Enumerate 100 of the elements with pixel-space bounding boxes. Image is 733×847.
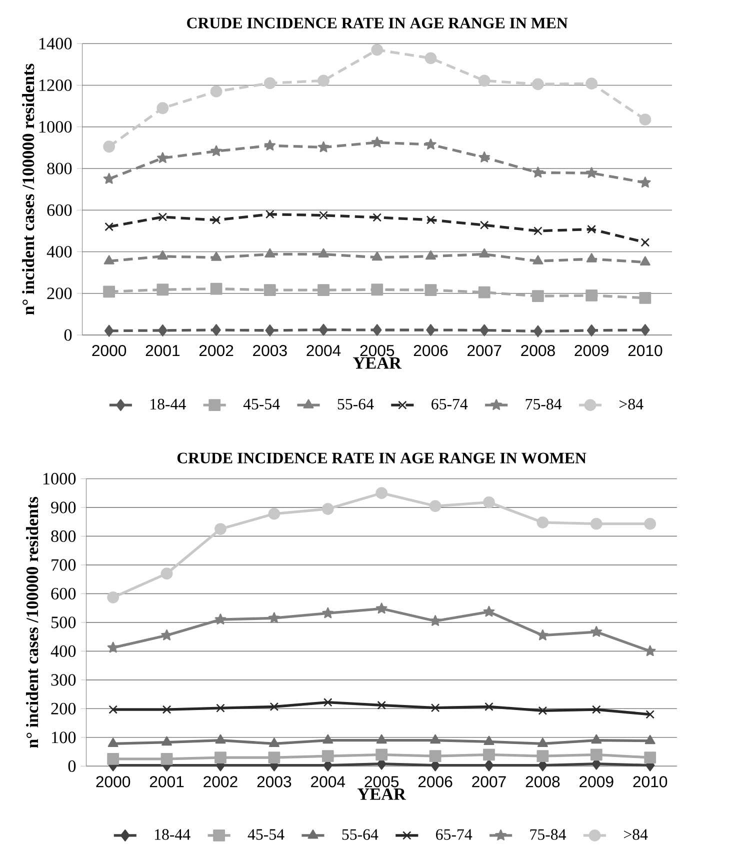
x-tick-label: 2002	[203, 776, 238, 788]
point	[264, 140, 276, 151]
y-axis-title: n° incident cases /100000 residents	[22, 64, 34, 315]
point	[322, 607, 334, 618]
point	[210, 145, 222, 156]
x-tick-label: 2001	[146, 344, 180, 356]
x-tick-label: 2008	[526, 776, 560, 788]
point	[268, 508, 280, 520]
x-tick-label: 2006	[414, 344, 448, 356]
x-tick-label: 2007	[467, 344, 501, 356]
y-tick-label: 100	[52, 732, 76, 744]
point	[161, 736, 172, 746]
y-tick-label: 600	[51, 588, 76, 600]
point	[214, 523, 226, 535]
point	[586, 224, 596, 234]
legend-label: >84	[624, 829, 648, 840]
point	[104, 255, 114, 264]
y-tick-label: 1000	[43, 472, 76, 485]
legend-label: 75-84	[530, 829, 566, 840]
y-tick-label: 0	[64, 329, 72, 341]
point	[586, 324, 596, 336]
point	[317, 74, 330, 87]
point	[644, 734, 656, 744]
x-tick-label: 2008	[520, 344, 555, 356]
legend-label: 45-54	[243, 398, 280, 410]
x-tick-label: 2010	[628, 344, 662, 356]
y-axis-title: n° incident cases /100000 residents	[26, 496, 38, 748]
point	[430, 734, 440, 744]
point	[430, 703, 440, 712]
point	[484, 736, 494, 746]
point	[158, 212, 167, 222]
point	[536, 629, 548, 640]
legend-label: 55-64	[338, 398, 374, 410]
point	[264, 284, 276, 296]
point	[376, 734, 387, 744]
point	[264, 77, 276, 90]
point	[160, 568, 173, 580]
x-tick-label: 2004	[310, 776, 345, 788]
chart-title: CRUDE INCIDENCE RATE IN AGE RANGE IN MEN	[186, 18, 568, 28]
y-tick-label: 400	[46, 246, 72, 258]
point	[104, 324, 114, 337]
point	[214, 614, 226, 624]
point	[585, 78, 598, 90]
point	[268, 612, 280, 624]
y-tick-label: 800	[46, 162, 72, 174]
point	[157, 250, 168, 260]
y-tick-label: 1200	[39, 79, 72, 92]
point	[210, 282, 222, 295]
legend-label: >84	[619, 398, 644, 410]
point	[590, 734, 602, 744]
point	[108, 738, 118, 748]
y-tick-label: 400	[50, 645, 76, 657]
y-tick-label: 300	[51, 674, 76, 686]
point	[484, 702, 494, 712]
point	[483, 606, 494, 617]
point	[158, 324, 168, 336]
y-tick-label: 500	[51, 616, 76, 628]
point	[371, 136, 383, 148]
point	[210, 86, 222, 98]
point	[639, 176, 651, 188]
point	[478, 248, 490, 258]
point	[214, 752, 226, 764]
x-tick-label: 2005	[364, 776, 398, 788]
point	[429, 750, 442, 762]
legend-label: 75-84	[526, 398, 562, 410]
point	[592, 705, 601, 714]
point	[216, 704, 225, 712]
point	[375, 748, 388, 761]
point	[645, 710, 654, 719]
point	[536, 750, 548, 762]
point	[640, 238, 650, 247]
x-tick-label: 2007	[472, 776, 506, 788]
x-axis-title: YEAR	[352, 357, 402, 369]
point	[536, 516, 548, 528]
point	[268, 738, 280, 748]
point	[318, 248, 329, 258]
point	[372, 251, 382, 261]
y-tick-label: 800	[50, 530, 76, 542]
x-tick-label: 2002	[199, 344, 233, 356]
y-tick-label: 900	[50, 502, 76, 514]
point	[538, 706, 547, 716]
point	[318, 141, 329, 152]
point	[532, 255, 543, 264]
point	[639, 292, 651, 304]
legend-label: 18-44	[150, 398, 186, 410]
point	[429, 500, 442, 512]
point	[480, 324, 489, 336]
point	[585, 290, 598, 302]
point	[211, 324, 221, 336]
point	[426, 216, 435, 224]
point	[533, 226, 542, 236]
point	[482, 496, 495, 508]
point	[323, 698, 332, 707]
point	[317, 284, 330, 296]
y-tick-label: 200	[47, 288, 72, 300]
point	[370, 284, 383, 296]
point	[376, 700, 386, 710]
point	[644, 752, 656, 764]
y-tick-label: 1000	[39, 121, 72, 133]
y-tick-label: 200	[51, 702, 76, 714]
